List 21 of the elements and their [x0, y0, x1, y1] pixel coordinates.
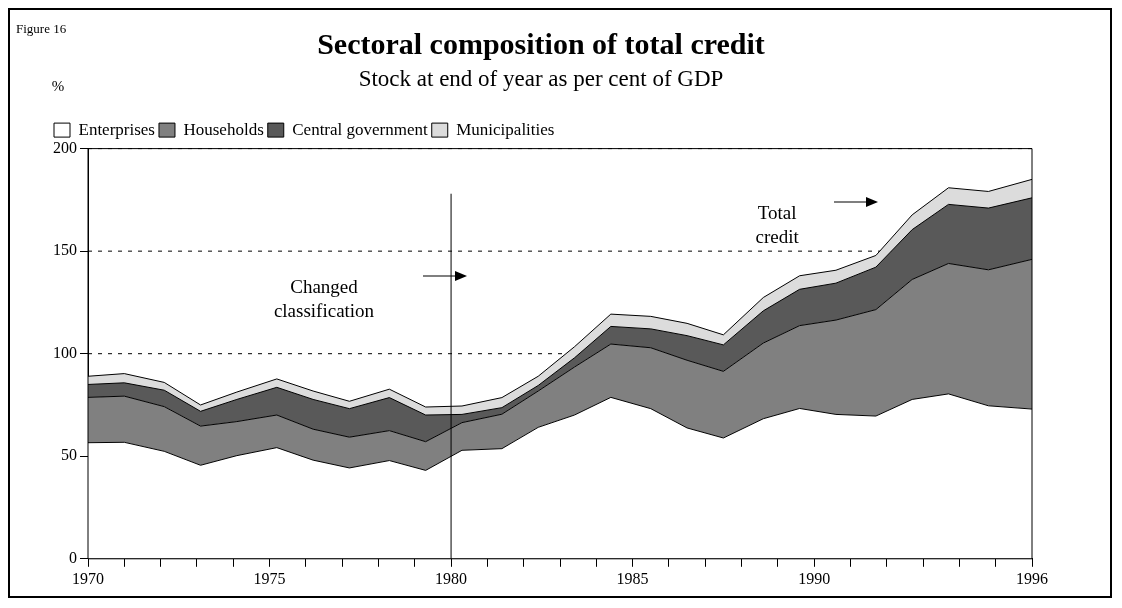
legend-label: Municipalities — [456, 119, 555, 139]
x-tick-label: 1980 — [435, 569, 468, 587]
caption: Figure 16 — [16, 21, 67, 37]
annotation: Total credit — [755, 202, 800, 248]
legend-label: Central government — [292, 119, 429, 139]
y-tick-label: 0 — [69, 549, 77, 566]
legend-label: Enterprises — [78, 119, 155, 139]
y-tick-label: 50 — [61, 446, 77, 464]
x-tick-label: 1985 — [616, 569, 649, 587]
y-tick-label: 100 — [53, 343, 77, 361]
x-tick-label: 1970 — [72, 569, 104, 587]
legend-label: Households — [183, 119, 264, 139]
annotation: Changed classification — [273, 276, 375, 322]
y-tick-label: 150 — [53, 241, 77, 259]
x-tick-label: 1975 — [253, 569, 286, 587]
chart-title: Sectoral composition of total credit — [317, 26, 765, 60]
y-tick-label: 200 — [53, 138, 77, 156]
x-tick-label: 1990 — [798, 569, 831, 587]
chart-subtitle: Stock at end of year as per cent of GDP — [358, 65, 724, 91]
x-tick-label: 1996 — [1016, 569, 1048, 587]
y-axis-title: % — [51, 77, 65, 94]
